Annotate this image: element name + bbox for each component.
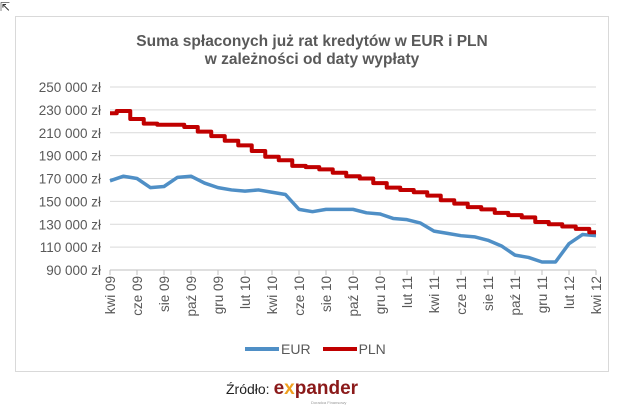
source-label: Źródło:: [226, 381, 270, 397]
x-tick-label: lut 12: [562, 276, 577, 309]
x-tick-label: lut 11: [400, 276, 415, 308]
y-tick-label: 210 000 zł: [39, 126, 101, 141]
legend-swatch-eur: [245, 347, 279, 351]
legend-label-eur: EUR: [281, 341, 311, 357]
x-tick-label: paź 09: [184, 276, 199, 317]
x-tick-label: cze 11: [454, 276, 469, 315]
x-tick-label: sie 11: [481, 276, 496, 311]
source: Źródło: expander: [226, 378, 358, 400]
y-tick-label: 170 000 zł: [39, 172, 101, 187]
x-tick-label: paź 11: [508, 276, 523, 316]
legend-item-eur: EUR: [245, 341, 311, 357]
y-tick-label: 150 000 zł: [39, 194, 101, 209]
expander-logo: expander: [274, 378, 359, 400]
logo-part: pander: [294, 378, 359, 399]
logo-part: x: [284, 378, 295, 399]
y-tick-label: 230 000 zł: [39, 103, 101, 118]
y-tick-label: 90 000 zł: [46, 263, 101, 278]
chart-title-line1: Suma spłaconych już rat kredytów w EUR i…: [136, 33, 488, 50]
logo-tagline: Doradca Finansowy: [311, 400, 347, 405]
legend-label-pln: PLN: [358, 341, 386, 357]
x-tick-label: lut 10: [238, 276, 253, 309]
y-tick-label: 190 000 zł: [39, 149, 101, 164]
x-tick-label: kwi 09: [103, 276, 118, 314]
legend: EUR PLN: [245, 341, 386, 357]
x-tick-label: gru 09: [211, 276, 226, 314]
series-line-pln: [110, 109, 596, 235]
series-line-eur: [109, 174, 597, 264]
cursor-icon: ⇱: [0, 0, 11, 14]
x-tick-label: paź 10: [346, 276, 361, 317]
legend-item-pln: PLN: [322, 341, 386, 357]
chart-frame: [15, 16, 609, 372]
y-tick-label: 130 000 zł: [39, 217, 101, 232]
x-tick-label: sie 10: [319, 276, 334, 312]
y-tick-label: 110 000 zł: [40, 240, 101, 255]
x-tick-label: kwi 12: [589, 276, 604, 314]
logo-part: e: [273, 378, 285, 399]
legend-swatch-pln: [322, 347, 357, 351]
chart-subtitle: w zależności od daty wypłaty: [204, 51, 420, 68]
x-tick-label: cze 10: [292, 276, 307, 316]
x-tick-label: kwi 10: [265, 276, 280, 314]
y-tick-label: 250 000 zł: [39, 80, 101, 95]
x-tick-label: sie 09: [157, 276, 172, 312]
x-tick-label: cze 09: [130, 276, 145, 316]
x-tick-label: gru 11: [535, 276, 550, 313]
x-tick-label: gru 10: [373, 276, 388, 314]
x-tick-label: kwi 11: [427, 276, 442, 313]
chart-title: Suma spłaconych już rat kredytów w EUR i…: [15, 33, 609, 69]
